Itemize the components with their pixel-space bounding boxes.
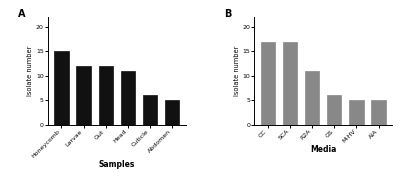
- Y-axis label: Isolate number: Isolate number: [27, 46, 33, 96]
- Bar: [371, 100, 386, 125]
- Bar: [327, 95, 342, 125]
- Text: A: A: [18, 9, 25, 19]
- Bar: [261, 42, 275, 125]
- Bar: [283, 42, 297, 125]
- Bar: [54, 51, 69, 125]
- Text: B: B: [224, 9, 232, 19]
- Bar: [76, 66, 91, 125]
- Bar: [143, 95, 157, 125]
- X-axis label: Samples: Samples: [99, 160, 135, 169]
- Bar: [349, 100, 364, 125]
- Bar: [165, 100, 179, 125]
- Bar: [121, 71, 135, 125]
- Bar: [305, 71, 319, 125]
- X-axis label: Media: Media: [310, 145, 336, 154]
- Y-axis label: Isolate number: Isolate number: [234, 46, 240, 96]
- Bar: [98, 66, 113, 125]
